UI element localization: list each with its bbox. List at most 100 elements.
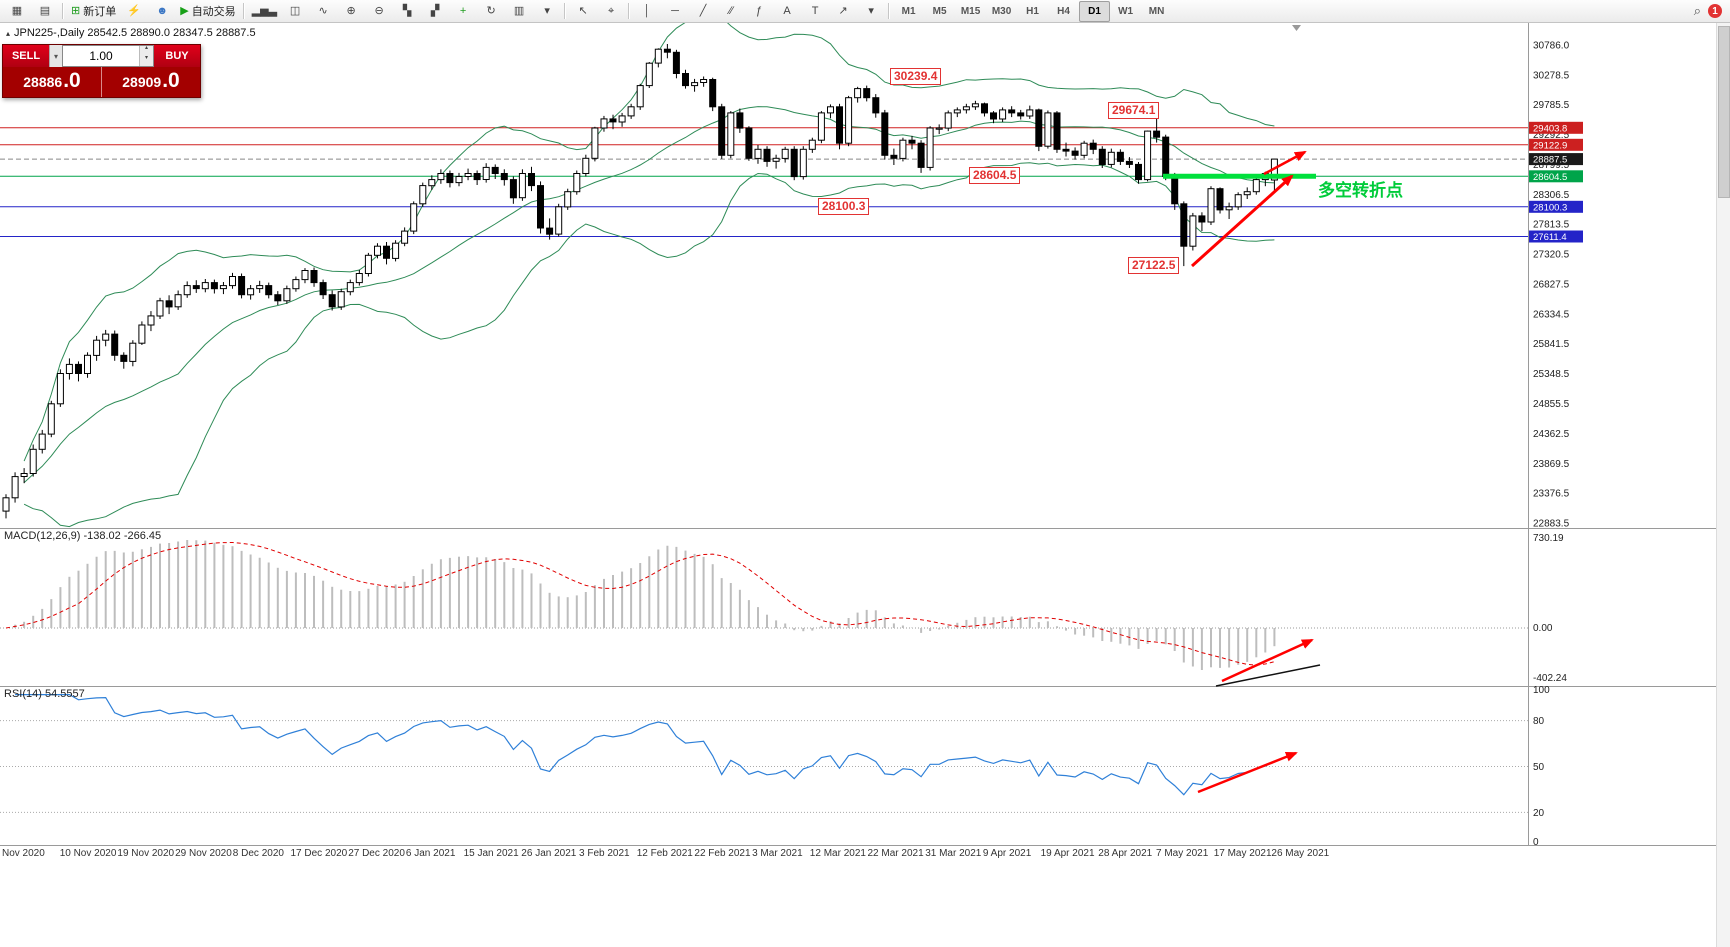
candle-body [364,254,372,275]
time-axis-label: 28 Apr 2021 [1098,848,1152,859]
chart-note-text[interactable]: 多空转折点 [1318,181,1403,200]
cursor-button[interactable]: ↖ [569,1,597,22]
autotrading-button[interactable]: ▶ 自动交易 [176,1,239,22]
trend-arrow[interactable] [1197,751,1298,794]
candle-body [573,173,581,193]
candle-body [1044,112,1052,147]
candle-body [256,285,264,290]
fibonacci-button[interactable]: ƒ [745,1,773,22]
candle-body [229,276,236,287]
new-chart-button[interactable]: ▦ [3,1,31,22]
add-indicator-icon: + [459,4,467,17]
vertical-line-button[interactable]: │ [633,1,661,22]
price-callout[interactable]: 28100.3 [818,197,870,215]
candle-body [718,106,726,156]
rsi-indicator-label: RSI(14) 54.5557 [4,688,85,700]
arrows-tool-button[interactable]: ↗ [829,1,857,22]
notification-badge[interactable]: 1 [1708,4,1722,18]
candle-body [582,157,590,175]
macd-support-line[interactable] [1215,664,1321,687]
candle-body [500,173,508,181]
new-order-button[interactable]: ⊞ 新订单 [67,1,120,22]
text-button[interactable]: A [773,1,801,22]
refresh-button[interactable]: ↻ [477,1,505,22]
price-callout[interactable]: 27122.5 [1128,257,1180,275]
timeframe-h1[interactable]: H1 [1026,5,1039,17]
candle-body [1225,206,1233,211]
candle-body [609,118,617,123]
trend-arrow[interactable] [1221,638,1314,683]
trend-arrow[interactable] [1263,150,1307,176]
chart-candles-button[interactable]: ◫ [281,1,309,22]
timeframe-m1[interactable]: M1 [901,5,916,17]
candle-body [1180,203,1188,247]
scrollbar-thumb[interactable] [1718,26,1730,198]
timeframe-m15[interactable]: M15 [960,5,981,17]
auto-arrange-button[interactable]: ▞ [421,1,449,22]
candle-body [2,497,10,512]
add-indicator-button[interactable]: + [449,1,477,22]
settings-dropdown-button[interactable]: ▾ [533,1,561,22]
sell-price-main: 28886 [23,74,63,90]
zoom-out-button[interactable]: ⊖ [365,1,393,22]
candle-body [872,97,880,114]
candle-body [1107,151,1115,165]
candle-body [301,270,309,281]
price-axis-label: 30278.5 [1533,70,1570,81]
zoom-out-icon: ⊖ [374,4,384,17]
volume-up-icon[interactable]: ▴ [140,45,153,56]
zoom-in-button[interactable]: ⊕ [337,1,365,22]
timeframe-w1[interactable]: W1 [1118,5,1134,17]
arrows-dropdown-button[interactable]: ▾ [857,1,885,22]
horizontal-line-button[interactable]: ─ [661,1,689,22]
candle-body [11,476,19,499]
time-axis-label: 29 Nov 2020 [175,848,232,859]
zoom-in-icon: ⊕ [346,4,356,17]
sell-price-frac: .0 [63,69,81,92]
trendline-button[interactable]: ╱ [689,1,717,22]
tile-windows-button[interactable]: ▚ [393,1,421,22]
timeframe-mn[interactable]: MN [1148,5,1165,17]
price-axis-label: 23376.5 [1533,489,1570,500]
search-icon[interactable]: ⌕ [1693,3,1701,18]
chart-settings-button[interactable]: ▥ [505,1,533,22]
time-axis-label: 27 Dec 2020 [348,848,405,859]
chart-bars-button[interactable]: ▂▅▃ [248,1,281,22]
trend-arrow[interactable] [1190,174,1294,268]
order-type-dropdown[interactable]: ▾ [49,45,62,67]
text-label-button[interactable]: T [801,1,829,22]
crosshair-button[interactable]: ⌖ [597,1,625,22]
candle-body [56,373,64,405]
price-axis-label: 22883.5 [1533,519,1570,530]
equidistant-channel-button[interactable]: ∕∕ [717,1,745,22]
candle-body [147,315,155,326]
candle-body [174,294,182,308]
buy-button[interactable]: BUY [154,45,200,67]
timeframe-h4[interactable]: H4 [1057,5,1070,17]
candle-body [138,324,146,344]
price-callout[interactable]: 28604.5 [969,167,1021,185]
timeframe-m30[interactable]: M30 [991,5,1012,17]
chart-line-button[interactable]: ∿ [309,1,337,22]
buy-price[interactable]: 28909 .0 [102,67,200,97]
signals-button[interactable]: ⚡ [120,1,148,22]
timeframe-m5[interactable]: M5 [932,5,947,17]
price-tag [1529,230,1583,243]
price-callout[interactable]: 30239.4 [890,68,942,86]
candle-body [464,173,472,177]
chart-profiles-button[interactable]: ▤ [31,1,59,22]
volume-input[interactable] [63,46,139,66]
candle-body [392,242,400,259]
vertical-scrollbar[interactable] [1716,23,1730,947]
price-callout[interactable]: 29674.1 [1108,102,1160,120]
candle-body [38,433,46,450]
sell-button[interactable]: SELL [3,45,49,67]
candle-body [20,473,28,477]
timeframe-d1[interactable]: D1 [1079,0,1111,22]
volume-down-icon[interactable]: ▾ [140,55,153,66]
community-button[interactable]: ☻ [148,1,176,22]
sell-price[interactable]: 28886 .0 [3,67,102,97]
chart-line-icon: ∿ [318,4,328,17]
candle-body [129,342,137,362]
